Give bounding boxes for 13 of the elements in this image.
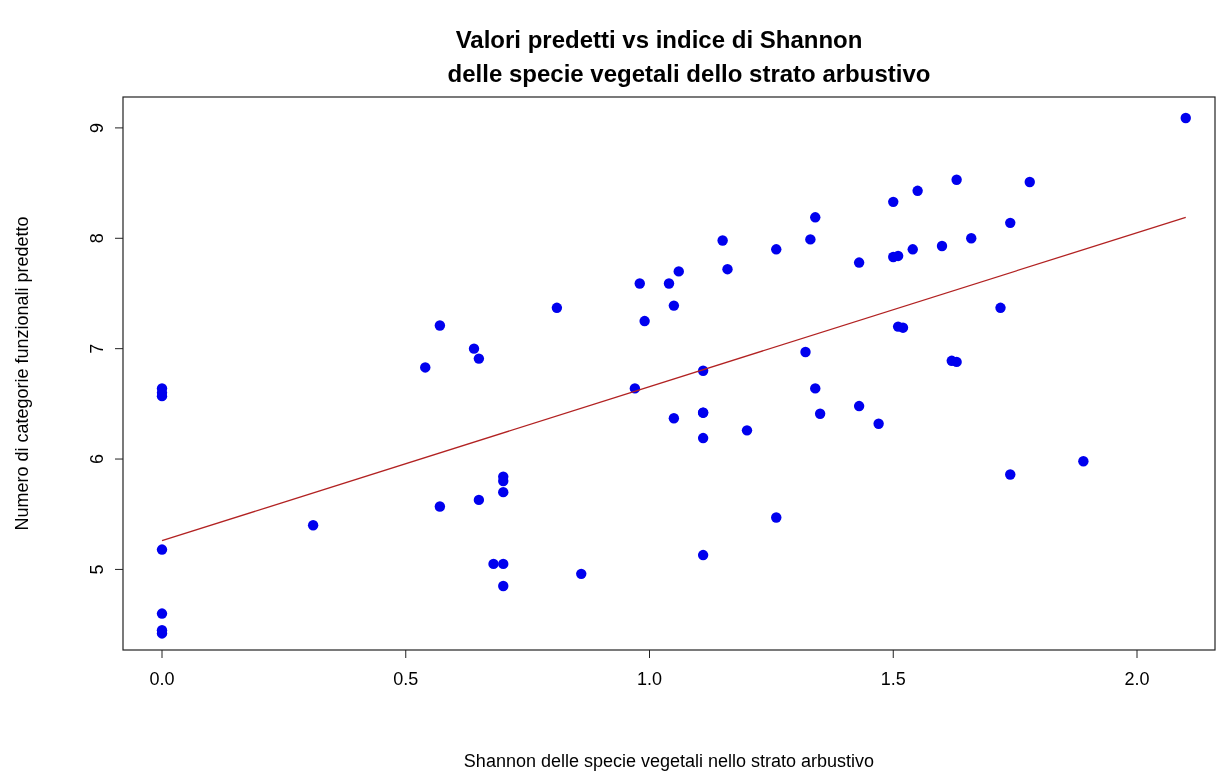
y-tick-label: 8 <box>87 233 107 244</box>
y-tick-label: 7 <box>87 343 107 354</box>
x-tick-label: 0.0 <box>149 669 175 689</box>
x-tick-label: 0.5 <box>393 669 419 689</box>
x-tick-label: 2.0 <box>1124 669 1150 689</box>
chart-title: Valori predetti vs indice di Shannon delle specie vegetali dello strato arbustivo <box>447 26 931 87</box>
y-axis-title: Numero di categorie funzionali predetto <box>12 216 32 531</box>
y-tick-label: 9 <box>87 122 107 133</box>
x-tick-label: 1.5 <box>880 669 906 689</box>
x-tick-label: 1.0 <box>636 669 663 689</box>
x-axis-title: Shannon delle specie vegetali nello strato arbustivo <box>463 751 875 771</box>
y-tick-label: 5 <box>87 564 107 575</box>
y-tick-label: 6 <box>87 454 107 465</box>
